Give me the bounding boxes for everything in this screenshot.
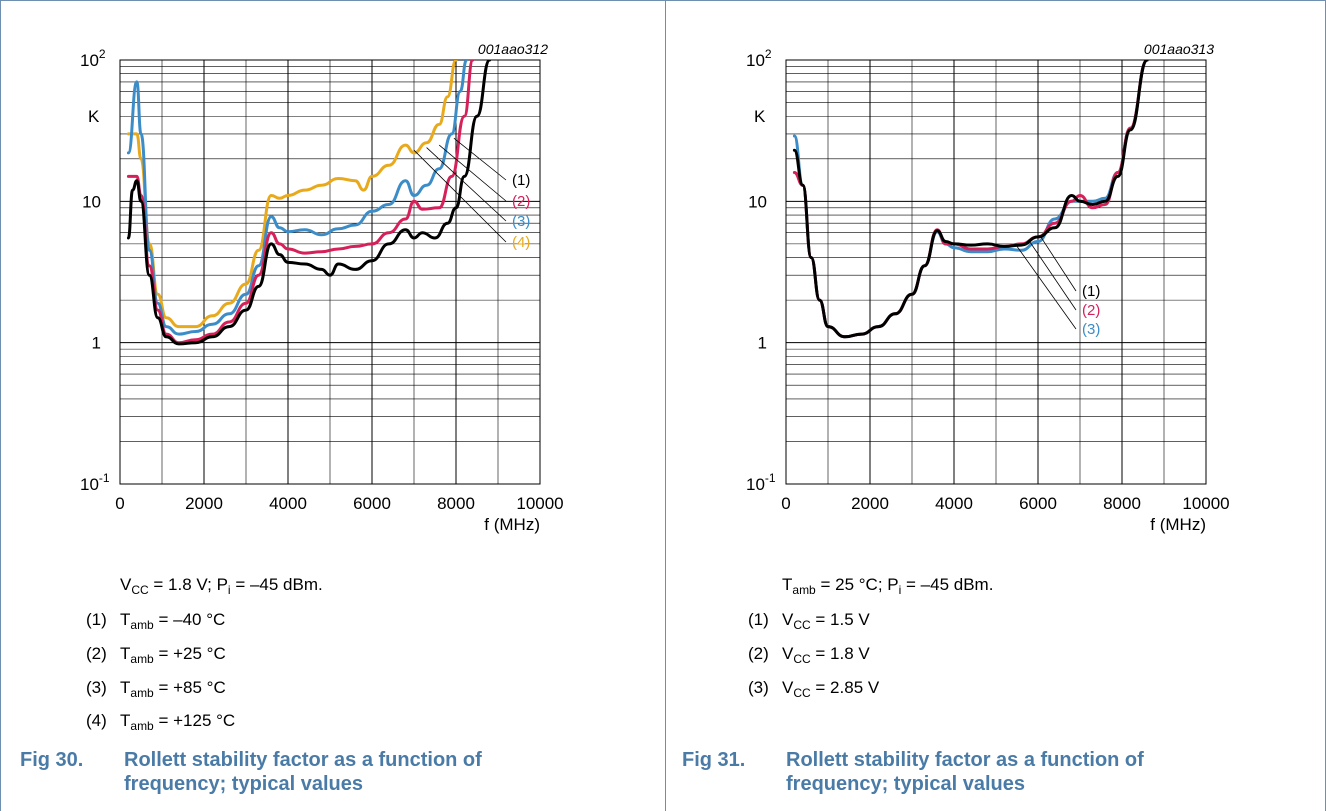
- xtick-label: 6000: [1019, 494, 1057, 513]
- right-panel: 001aao313 102 10 1 10-1 K 0 2000 4000 6000 8000 100…: [666, 0, 1316, 811]
- leader-line: [438, 144, 507, 202]
- x-axis-label: f (MHz): [484, 515, 540, 534]
- figure-caption-fig30: Fig 30. Rollett stability factor as a fun…: [20, 749, 482, 795]
- leader-line: [413, 149, 507, 243]
- ytick-label-0.1: 10-1: [80, 471, 110, 494]
- figure-caption-fig31: Fig 31. Rollett stability factor as a fun…: [682, 749, 1144, 795]
- legend-item-fig30-3: (3) Tamb = +85 °C: [86, 678, 226, 700]
- series-label: (2): [1082, 302, 1100, 319]
- leader-line: [453, 137, 507, 181]
- leader-line: [1039, 235, 1077, 292]
- xtick-label: 8000: [437, 494, 475, 513]
- leader-line: [1029, 241, 1077, 311]
- figure-id: 001aao312: [478, 41, 548, 57]
- series-label: (1): [1082, 283, 1100, 300]
- legend-item-fig31-2: (2) VCC = 1.8 V: [748, 644, 870, 666]
- xtick-label: 6000: [353, 494, 391, 513]
- legend-item-fig31-1: (1) VCC = 1.5 V: [748, 610, 870, 632]
- legend-item-fig30-4: (4) Tamb = +125 °C: [86, 711, 236, 733]
- series-group: [792, 60, 1149, 339]
- chart-fig30: 001aao312 102 10 1 10-1 K 0 2000 4000 6000 8000 100…: [80, 41, 564, 534]
- frame-left: [0, 0, 1, 811]
- x-axis-label: f (MHz): [1150, 515, 1206, 534]
- series-line-3: [126, 60, 468, 336]
- leader-line: [426, 147, 507, 222]
- series-group: [126, 60, 492, 346]
- xtick-label: 4000: [269, 494, 307, 513]
- legend-item-fig31-3: (3) VCC = 2.85 V: [748, 678, 880, 700]
- legend-item-fig30-1: (1) Tamb = –40 °C: [86, 610, 226, 632]
- series-label: (3): [512, 213, 530, 230]
- series-line-4: [126, 60, 458, 329]
- ytick-label-10: 10: [82, 192, 101, 211]
- plot-frame: [785, 59, 1207, 485]
- conditions-fig31: Tamb = 25 °C; Pi = –45 dBm.: [782, 575, 994, 597]
- xtick-label: 0: [115, 494, 124, 513]
- conditions-fig30: VCC = 1.8 V; Pi = –45 dBm.: [120, 575, 323, 597]
- series-line-1: [792, 60, 1149, 339]
- legend-item-fig30-2: (2) Tamb = +25 °C: [86, 644, 226, 666]
- plot-frame: [119, 59, 541, 485]
- xtick-label: 10000: [1182, 494, 1229, 513]
- xtick-label: 2000: [851, 494, 889, 513]
- xtick-label: 10000: [516, 494, 563, 513]
- series-line-1: [126, 60, 492, 346]
- ytick-label-1: 1: [92, 334, 101, 353]
- series-line-2: [126, 60, 475, 345]
- y-axis-label: K: [754, 107, 766, 126]
- frame-top: [0, 0, 1326, 1]
- y-axis-label: K: [88, 107, 100, 126]
- ytick-label-100: 102: [746, 47, 772, 70]
- series-label: (4): [512, 234, 530, 251]
- series-label: (3): [1082, 321, 1100, 338]
- ytick-label-1: 1: [758, 334, 767, 353]
- ytick-label-10: 10: [748, 192, 767, 211]
- xtick-label: 8000: [1103, 494, 1141, 513]
- xtick-label: 0: [781, 494, 790, 513]
- series-label: (2): [512, 193, 530, 210]
- frame-divider: [665, 0, 666, 811]
- xtick-label: 2000: [185, 494, 223, 513]
- ytick-label-100: 102: [80, 47, 106, 70]
- xtick-label: 4000: [935, 494, 973, 513]
- leader-line: [1016, 246, 1077, 330]
- series-label: (1): [512, 172, 530, 189]
- figure-id: 001aao313: [1144, 41, 1214, 57]
- chart-fig31: 001aao313 102 10 1 10-1 K 0 2000 4000 6000 8000 100…: [746, 41, 1230, 534]
- ytick-label-0.1: 10-1: [746, 471, 776, 494]
- left-panel: 001aao312 102 10 1 10-1 K 0 2000 4000 6000 8000 100…: [0, 0, 650, 811]
